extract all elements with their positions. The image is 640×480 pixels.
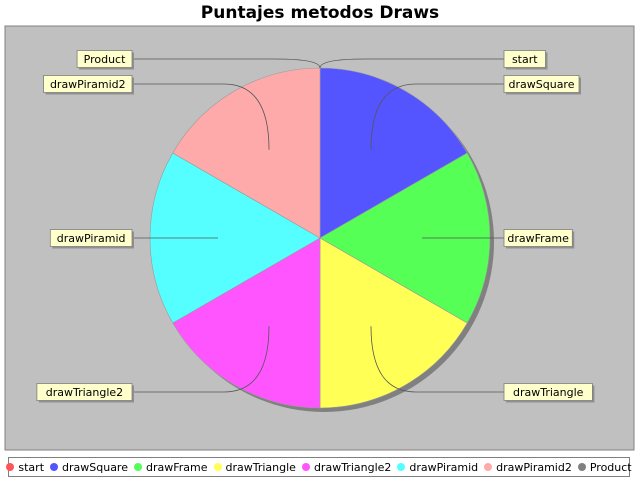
legend: start drawSquare drawFrame drawTriangle draw… [6,457,632,477]
slice-label-draw-square: drawSquare [503,75,581,95]
legend-item-draw-square: drawSquare [50,461,128,474]
slice-label-text: drawPiramid2 [50,78,126,91]
legend-swatch [577,463,586,471]
slice-label-text: drawFrame [507,232,569,245]
leader-line-draw-square [370,83,504,150]
pie-chart: start drawSquare drawFrame drawTriangle Prod… [4,25,635,451]
slice-label-text: drawTriangle [513,386,584,399]
slice-draw-square [319,67,468,239]
slice-label-draw-triangle-2: drawTriangle2 [36,383,134,403]
legend-item-draw-triangle-2: drawTriangle2 [301,460,392,474]
legend-label: drawFrame [145,460,208,474]
legend-swatch [484,463,493,471]
leader-line-draw-piramid-2 [132,83,270,150]
legend-label: drawTriangle [225,460,296,474]
slice-label-start: start [503,50,548,70]
legend-swatch [213,463,222,471]
legend-label: drawSquare [62,460,128,474]
legend-label: Product [589,460,632,474]
leader-line-start [319,58,504,69]
slice-label-text: drawTriangle2 [46,386,123,399]
leader-line-draw-triangle [370,326,504,393]
legend-label: start [18,460,45,474]
legend-swatch [133,463,142,471]
legend-item-draw-piramid: drawPiramid [397,461,478,474]
legend-swatch [397,463,406,471]
slice-label-text: drawPiramid [57,232,126,245]
leader-line-product [132,58,321,69]
legend-label: drawTriangle2 [313,460,392,474]
label-box [503,383,593,401]
legend-swatch [6,463,15,471]
slice-label-product: Product [76,50,134,70]
leader-line-draw-triangle-2 [132,326,270,393]
slice-label-text: start [512,53,538,66]
slice-draw-piramid-2 [172,67,321,239]
legend-item-draw-triangle: drawTriangle [213,460,296,474]
legend-item-product: Product [577,460,632,474]
slice-label-draw-frame: drawFrame [503,229,575,249]
label-box [43,75,133,93]
legend-swatch [301,463,310,471]
label-box [503,75,580,93]
label-box [49,229,133,247]
label-box [36,383,133,401]
legend-item-draw-piramid-2: drawPiramid2 [484,461,572,474]
legend-item-start: start [6,461,44,474]
slice-label-draw-triangle: drawTriangle [503,383,595,403]
slice-label-text: drawSquare [509,78,575,91]
legend-label: drawPiramid2 [496,460,572,474]
label-box [503,50,546,68]
label-box [503,229,573,247]
legend-swatch [50,463,59,471]
slice-draw-triangle-2 [172,237,321,409]
label-box [76,50,133,68]
legend-label: drawPiramid [409,460,479,474]
chart-title: Puntajes metodos Draws [200,3,440,23]
slice-label-draw-piramid: drawPiramid [49,229,134,249]
legend-item-draw-frame: drawFrame [133,460,208,474]
slice-label-text: Product [84,53,126,66]
slice-label-draw-piramid-2: drawPiramid2 [43,75,134,95]
slice-draw-triangle [319,237,468,409]
